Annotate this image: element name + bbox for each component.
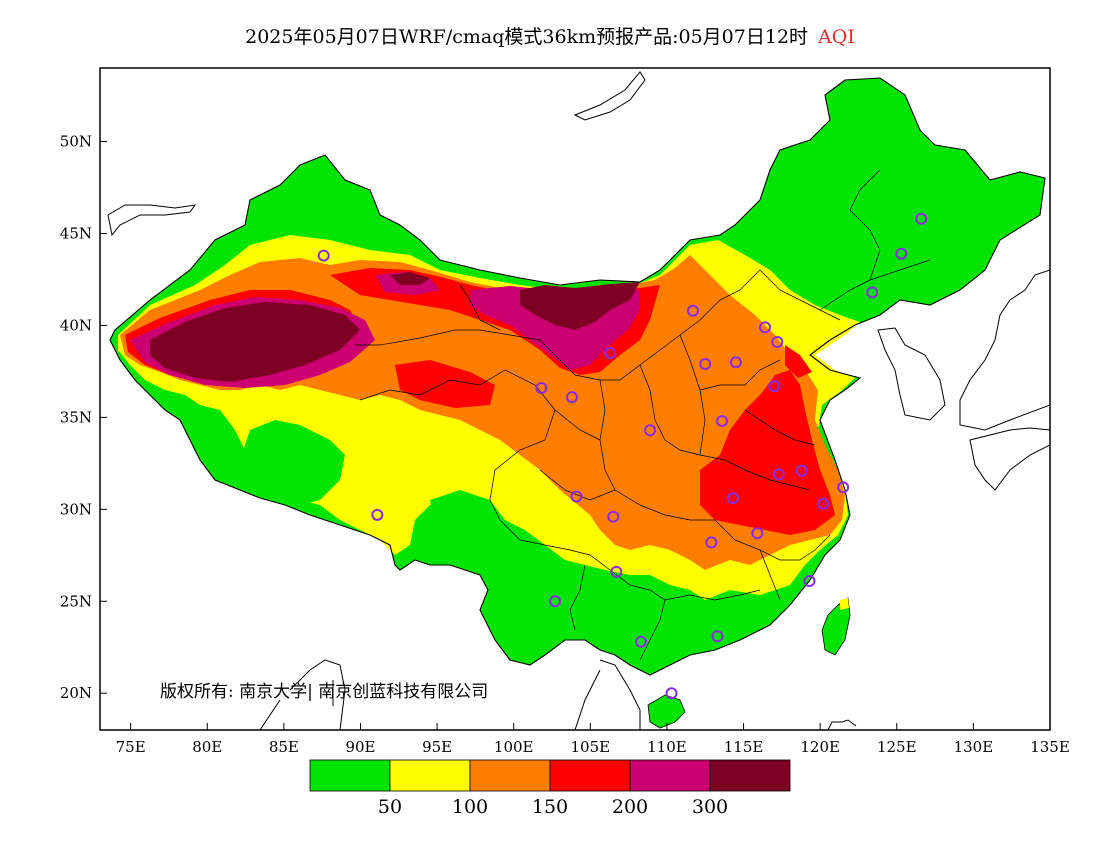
province-borders <box>355 169 931 661</box>
station-marker <box>610 565 623 578</box>
station-marker <box>665 687 678 700</box>
colorbar-swatch <box>629 759 711 792</box>
map-frame <box>99 67 1051 731</box>
map-title: 2025年05月07日WRF/cmaq模式36km预报产品:05月07日12时 A… <box>0 22 1100 49</box>
aqi-colorbar: 50 100 150 200 300 <box>309 759 791 818</box>
colorbar-label: 200 <box>612 796 648 818</box>
station-marker <box>607 510 620 523</box>
station-marker <box>772 468 785 481</box>
station-marker <box>768 380 781 393</box>
station-marker <box>317 249 330 262</box>
lon-tick-label: 100E <box>494 738 534 756</box>
coastline-indochina <box>574 659 641 730</box>
colorbar-label: 150 <box>532 796 568 818</box>
colorbar-swatch <box>389 759 471 792</box>
station-marker <box>565 391 578 404</box>
station-marker <box>686 304 699 317</box>
station-markers <box>317 212 928 700</box>
station-marker <box>837 481 850 494</box>
station-marker <box>915 212 928 225</box>
colorbar-swatch <box>549 759 631 792</box>
lon-tick-label: 85E <box>269 738 299 756</box>
lon-tick-label: 130E <box>954 738 994 756</box>
lon-tick-label: 75E <box>116 738 146 756</box>
coastline-kyushu <box>969 427 1050 491</box>
station-marker <box>604 347 617 360</box>
coastline-balkhash <box>107 204 197 237</box>
aqi-region-good-tibet <box>240 420 345 505</box>
lat-tick-label: 45N <box>60 225 92 243</box>
china-border <box>109 77 1046 676</box>
station-marker <box>751 527 764 540</box>
station-marker <box>644 424 657 437</box>
lat-tick-label: 20N <box>60 684 92 702</box>
colorbar-label: 50 <box>378 796 402 818</box>
copyright-text: 版权所有: 南京大学| 南京创蓝科技有限公司 <box>160 682 488 702</box>
colorbar-swatch <box>469 759 551 792</box>
coastline-philippines <box>827 719 857 730</box>
station-marker <box>795 464 808 477</box>
colorbar-swatch <box>309 759 391 792</box>
colorbar-label: 100 <box>452 796 488 818</box>
station-marker <box>699 358 712 371</box>
coastline-baikal <box>573 71 646 121</box>
aqi-taiwan-yellow <box>840 598 849 610</box>
station-marker <box>866 286 879 299</box>
aqi-region-hazardous <box>150 272 640 382</box>
station-marker <box>729 356 742 369</box>
coastline-japan <box>959 269 1050 431</box>
lon-axis: 75E 80E 85E 90E 95E 100E 105E 110E 115E 120E 125E 1… <box>116 723 1070 756</box>
colorbar-label: 300 <box>692 796 728 818</box>
station-marker <box>570 490 583 503</box>
lon-tick-label: 80E <box>192 738 222 756</box>
station-marker <box>549 595 562 608</box>
lon-tick-label: 90E <box>345 738 375 756</box>
lon-tick-label: 125E <box>877 738 917 756</box>
lon-tick-label: 115E <box>724 738 764 756</box>
station-marker <box>726 492 739 505</box>
lon-tick-label: 135E <box>1030 738 1070 756</box>
coastline-korea <box>877 327 946 421</box>
station-marker <box>711 630 724 643</box>
coastline-south-asia <box>259 659 346 730</box>
title-variable: AQI <box>818 26 855 48</box>
lat-tick-label: 25N <box>60 592 92 610</box>
station-marker <box>759 321 771 334</box>
map-area <box>107 71 1050 730</box>
island-taiwan <box>821 597 851 656</box>
station-marker <box>771 335 784 348</box>
lon-tick-label: 110E <box>647 738 687 756</box>
station-marker <box>705 536 718 549</box>
lon-tick-label: 120E <box>800 738 840 756</box>
lon-tick-label: 95E <box>422 738 452 756</box>
lat-axis: 50N 45N 40N 35N 30N 25N 20N <box>60 133 107 702</box>
lat-tick-label: 50N <box>60 133 92 151</box>
colorbar-swatch <box>709 759 791 792</box>
lat-tick-label: 40N <box>60 316 92 334</box>
lon-tick-label: 105E <box>571 738 611 756</box>
aqi-region-good-qinghai <box>430 490 520 565</box>
station-marker <box>535 381 548 394</box>
station-marker <box>371 508 384 521</box>
title-main: 2025年05月07日WRF/cmaq模式36km预报产品:05月07日12时 <box>245 26 809 48</box>
station-marker <box>817 497 830 510</box>
lat-tick-label: 30N <box>60 500 92 518</box>
station-marker <box>895 247 908 260</box>
lat-tick-label: 35N <box>60 408 92 426</box>
station-marker <box>803 575 816 588</box>
station-marker <box>634 635 647 648</box>
station-marker <box>716 415 729 428</box>
